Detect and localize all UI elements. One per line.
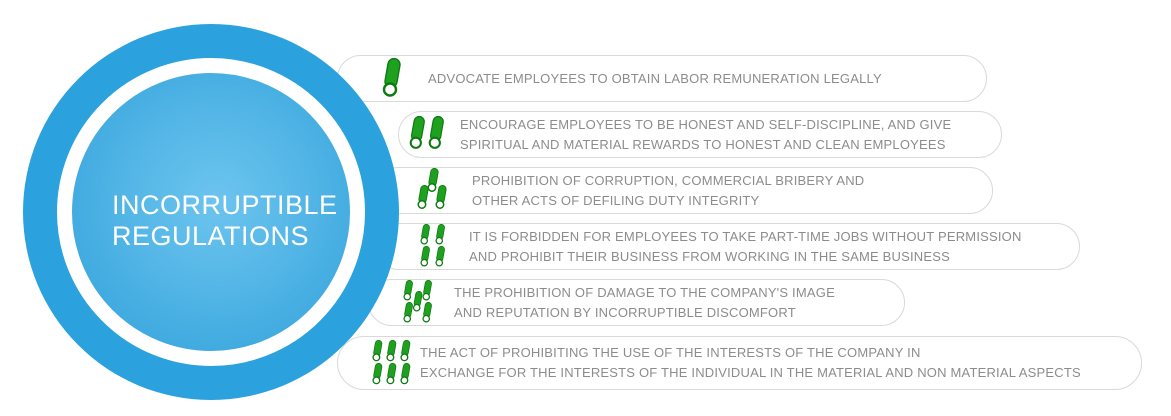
capsule-tally-1-icon [374,56,416,102]
regulation-item-5: THE PROHIBITION OF DAMAGE TO THE COMPANY… [368,279,905,326]
regulation-item-label: IT IS FORBIDDEN FOR EMPLOYEES TO TAKE PA… [469,228,1022,264]
capsule-tally-2-icon [409,112,451,158]
diagram-title-line1: INCORRUPTIBLE [112,190,338,220]
capsule-tally-4-icon [416,223,458,270]
capsule-tally-5-icon [402,279,444,326]
regulation-item-label: ENCOURAGE EMPLOYEES TO BE HONEST AND SEL… [460,116,952,152]
regulation-item-1: ADVOCATE EMPLOYEES TO OBTAIN LABOR REMUN… [337,55,987,102]
capsule-tally-6-icon [372,340,414,386]
diagram-title-line2: REGULATIONS [112,221,310,251]
regulation-item-2: ENCOURAGE EMPLOYEES TO BE HONEST AND SEL… [398,111,1002,158]
regulation-item-label: THE ACT OF PROHIBITING THE USE OF THE IN… [420,345,1081,380]
regulation-item-label: THE PROHIBITION OF DAMAGE TO THE COMPANY… [454,284,835,320]
capsule-tally-3-icon [416,167,458,214]
regulation-item-label: PROHIBITION OF CORRUPTION, COMMERCIAL BR… [472,172,865,208]
regulation-item-3: PROHIBITION OF CORRUPTION, COMMERCIAL BR… [375,167,993,214]
regulation-item-label: ADVOCATE EMPLOYEES TO OBTAIN LABOR REMUN… [428,70,882,86]
diagram-title: INCORRUPTIBLE REGULATIONS [112,190,338,252]
regulation-item-4: IT IS FORBIDDEN FOR EMPLOYEES TO TAKE PA… [375,223,1080,270]
regulation-item-6: THE ACT OF PROHIBITING THE USE OF THE IN… [337,336,1142,390]
